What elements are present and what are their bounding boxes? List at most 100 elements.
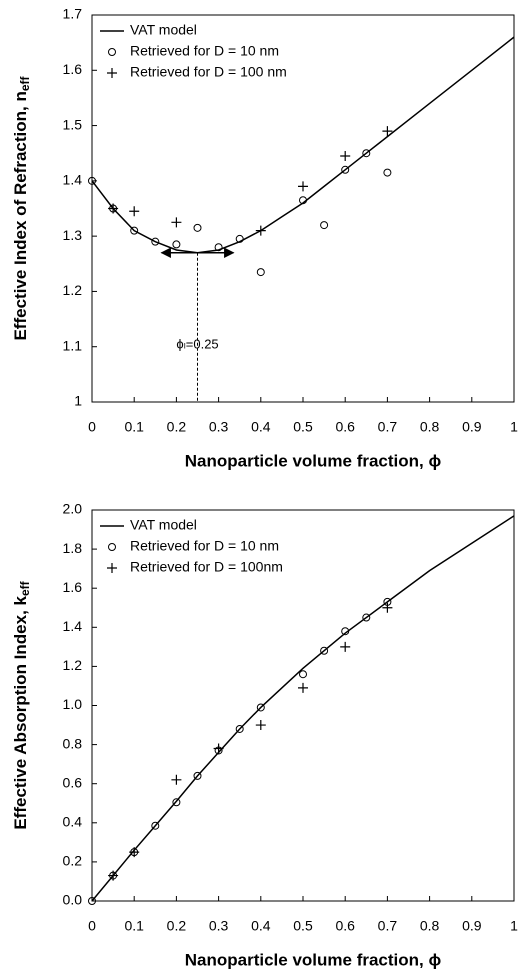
- y-tick-label: 1.7: [63, 6, 83, 22]
- circle-point: [172, 240, 181, 249]
- y-tick-label: 1.1: [63, 337, 83, 353]
- plus-point: [340, 641, 351, 652]
- circle-point: [362, 149, 371, 158]
- y-tick-label: 1.6: [63, 579, 83, 595]
- circle-point: [193, 771, 202, 780]
- plus-point: [382, 602, 393, 613]
- legend-circle: [108, 543, 116, 551]
- circle-point: [151, 821, 160, 830]
- legend-label: VAT model: [130, 517, 197, 533]
- legend-plus: [107, 563, 117, 573]
- plus-point: [129, 847, 140, 858]
- x-axis-title: Nanoparticle volume fraction, ϕ: [185, 950, 442, 969]
- x-tick-label: 0.9: [462, 918, 482, 934]
- plus-point: [255, 720, 266, 731]
- circle-point: [88, 897, 96, 905]
- y-tick-label: 2.0: [63, 501, 83, 517]
- legend-label: VAT model: [130, 22, 197, 38]
- x-tick-label: 0.2: [167, 918, 187, 934]
- x-tick-label: 0.3: [209, 918, 229, 934]
- y-axis-title: Effective Index of Refraction, neff: [11, 75, 32, 340]
- x-tick-label: 0.1: [124, 419, 144, 435]
- plus-point: [298, 181, 308, 192]
- circle-point: [256, 268, 265, 277]
- x-tick-label: 0: [88, 419, 96, 435]
- plus-point: [255, 225, 266, 236]
- y-axis-title-subscript: eff: [18, 580, 32, 596]
- plus-point: [129, 206, 140, 217]
- x-tick-label: 0.4: [251, 419, 271, 435]
- y-tick-label: 1.5: [63, 116, 83, 132]
- circle-point: [362, 613, 371, 622]
- circle-point: [341, 165, 350, 174]
- legend-label: Retrieved for D = 10 nm: [130, 43, 279, 59]
- x-tick-label: 0.1: [124, 918, 144, 934]
- y-tick-label: 1.8: [63, 540, 83, 556]
- x-tick-label: 0.8: [420, 419, 440, 435]
- y-axis-title-main: Effective Index of Refraction, n: [11, 91, 30, 340]
- plus-point: [171, 774, 182, 785]
- legend-label: Retrieved for D = 100 nm: [130, 64, 287, 80]
- legend-circle: [108, 48, 116, 56]
- x-axis-title: Nanoparticle volume fraction, ϕ: [185, 451, 442, 470]
- x-tick-label: 0.4: [251, 918, 271, 934]
- y-tick-label: 0.4: [63, 814, 83, 830]
- y-tick-label: 1.4: [63, 618, 83, 634]
- circle-point: [214, 243, 223, 252]
- legend-label: Retrieved for D = 100nm: [130, 559, 283, 575]
- circle-point: [256, 703, 265, 712]
- circle-point: [130, 226, 139, 235]
- circle-point: [235, 234, 244, 243]
- circle-point: [320, 221, 329, 230]
- x-tick-label: 0.6: [335, 419, 355, 435]
- plus-point: [340, 150, 351, 161]
- circle-point: [88, 176, 96, 185]
- y-tick-label: 1.6: [63, 61, 83, 77]
- plus-point: [213, 743, 224, 754]
- circle-point: [172, 798, 181, 807]
- y-tick-label: 0.8: [63, 735, 83, 751]
- x-tick-label: 0: [88, 918, 96, 934]
- plus-point: [382, 126, 393, 137]
- circle-point: [320, 646, 329, 655]
- plus-point: [108, 870, 119, 881]
- y-tick-label: 1.2: [63, 282, 83, 298]
- circle-point: [235, 724, 244, 733]
- y-tick-label: 1.3: [63, 227, 83, 243]
- model-line: [91, 515, 515, 902]
- circle-point: [193, 223, 202, 232]
- y-tick-label: 1: [74, 393, 82, 409]
- x-tick-label: 1: [510, 918, 518, 934]
- x-tick-label: 0.9: [462, 419, 482, 435]
- x-tick-label: 0.2: [167, 419, 187, 435]
- legend-label: Retrieved for D = 10 nm: [130, 538, 279, 554]
- x-tick-label: 0.7: [378, 918, 398, 934]
- plus-point: [108, 203, 119, 214]
- y-axis-title-subscript: eff: [18, 75, 32, 91]
- circle-point: [299, 670, 307, 679]
- annotation-text: ϕₗ=0.25: [176, 337, 218, 352]
- y-tick-label: 0.6: [63, 774, 83, 790]
- x-tick-label: 0.8: [420, 918, 440, 934]
- circle-point: [383, 168, 392, 177]
- circle-point: [151, 237, 160, 246]
- circle-point: [299, 196, 307, 205]
- legend-plus: [107, 68, 117, 78]
- plus-point: [171, 217, 182, 228]
- y-tick-label: 0.0: [63, 892, 83, 908]
- x-tick-label: 0.5: [293, 419, 313, 435]
- y-tick-label: 1.0: [63, 696, 83, 712]
- y-tick-label: 0.2: [63, 853, 83, 869]
- x-tick-label: 0.6: [335, 918, 355, 934]
- y-axis-title: Effective Absorption Index, keff: [11, 580, 32, 829]
- y-tick-label: 1.4: [63, 172, 83, 188]
- x-tick-label: 0.3: [209, 419, 229, 435]
- circle-point: [341, 627, 350, 636]
- x-tick-label: 0.5: [293, 918, 313, 934]
- y-axis-title-main: Effective Absorption Index, k: [11, 595, 30, 829]
- plus-point: [298, 682, 308, 693]
- x-tick-label: 1: [510, 419, 518, 435]
- x-tick-label: 0.7: [378, 419, 398, 435]
- y-tick-label: 1.2: [63, 657, 83, 673]
